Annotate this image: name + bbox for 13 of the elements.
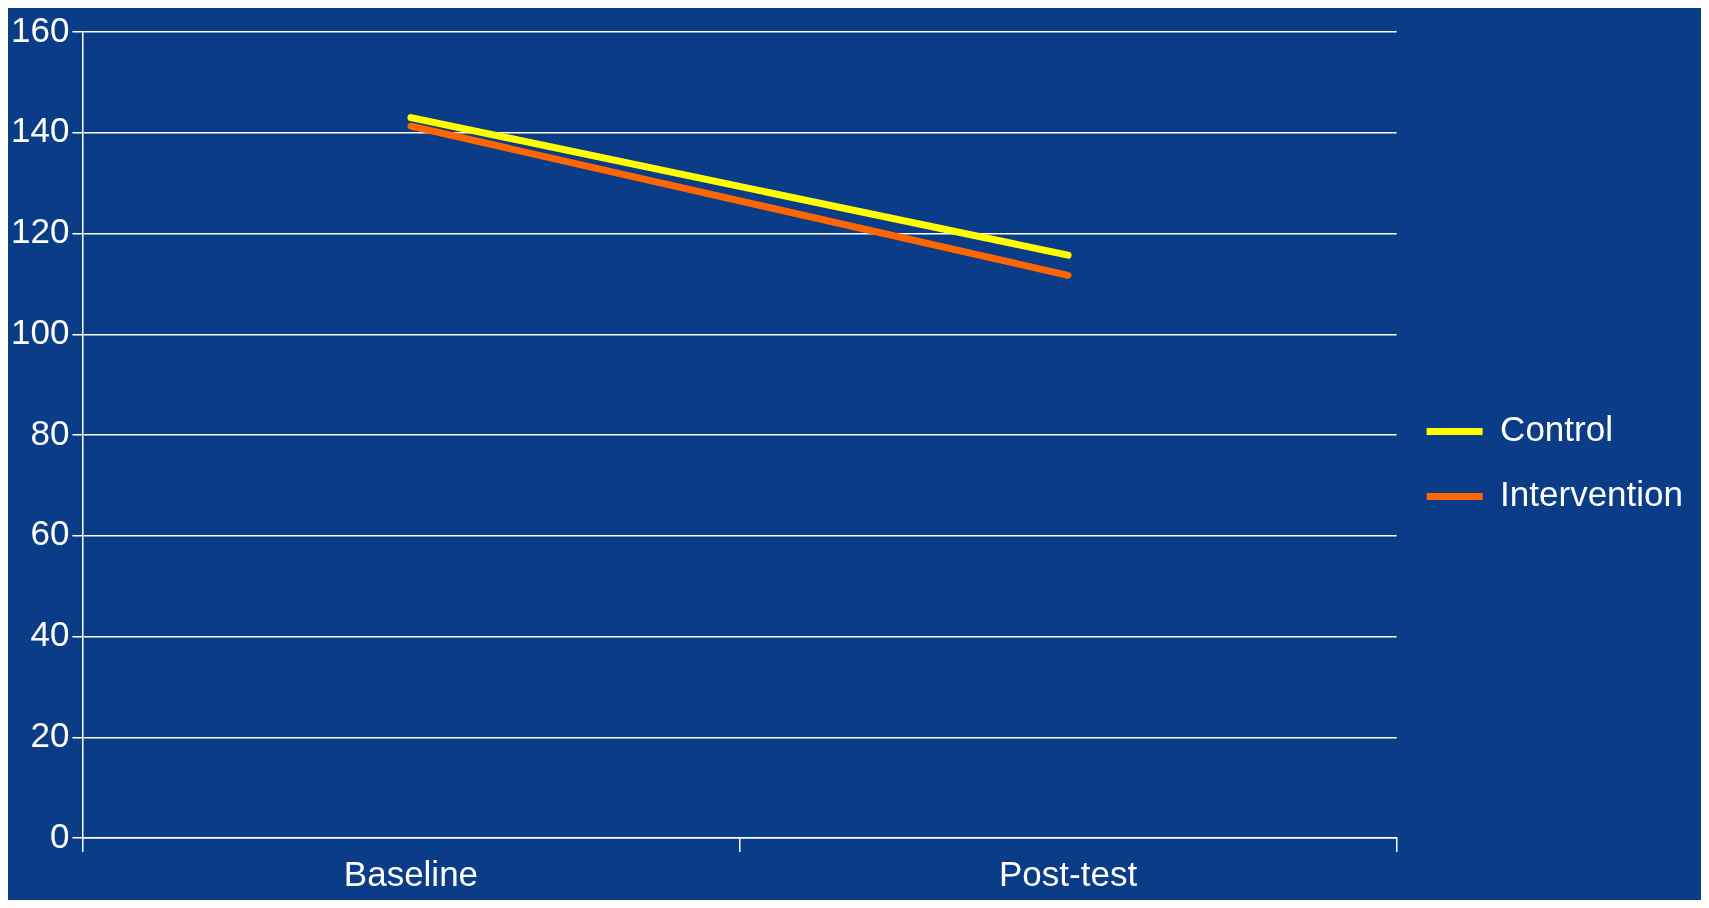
y-tick-label: 80 [30, 412, 70, 452]
x-tick-label: Baseline [343, 853, 479, 893]
legend-label: Intervention [1500, 474, 1684, 514]
y-tick-label: 100 [10, 311, 70, 351]
y-tick-label: 40 [30, 614, 70, 654]
y-tick-label: 60 [30, 513, 70, 553]
y-tick-label: 160 [10, 9, 70, 49]
legend-label: Control [1500, 409, 1613, 449]
y-tick-label: 140 [10, 110, 70, 150]
y-tick-label: 20 [30, 714, 70, 754]
x-tick-label: Post-test [999, 853, 1138, 893]
y-tick-label: 120 [10, 211, 70, 251]
y-tick-label: 0 [49, 815, 70, 855]
